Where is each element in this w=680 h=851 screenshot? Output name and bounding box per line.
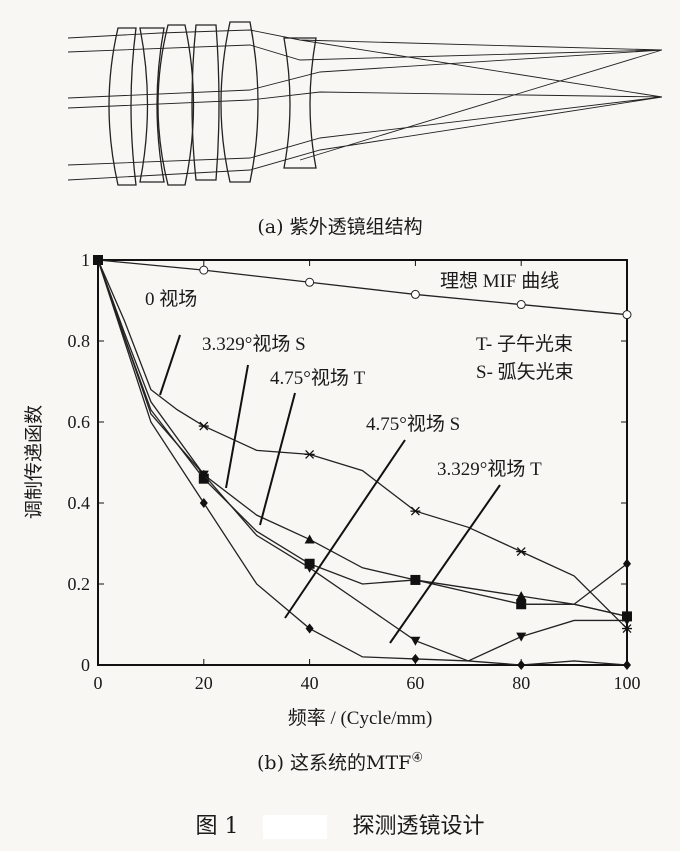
marker-diamond (623, 558, 631, 569)
y-tick-label: 1 (81, 250, 90, 270)
leader-475T (259, 392, 296, 526)
lens-6 (283, 37, 317, 169)
label-475S: 4.75°视场 S (366, 413, 460, 435)
marker-diamond (305, 623, 314, 634)
lens-5 (220, 21, 259, 183)
leader-3329T (389, 484, 501, 644)
marker-triangle (304, 534, 315, 544)
caption-a: (a) 紫外透镜组结构 (257, 216, 423, 238)
caption-b-text: (b) 这系统的MTF (257, 752, 412, 774)
marker-triangle-down (198, 470, 209, 480)
leader-3329S (225, 364, 249, 489)
y-tick-label: 0 (81, 655, 90, 675)
marker-diamond (623, 660, 631, 670)
figure-caption: 图 1 探测透镜设计 (0, 808, 680, 840)
marker-asterisk (516, 547, 527, 557)
y-tick-label: 0.8 (68, 331, 91, 351)
lens-diagram (67, 21, 663, 186)
series-line-6 (521, 563, 628, 605)
marker-triangle (516, 591, 527, 601)
leader-475S (284, 439, 406, 619)
x-tick-label: 20 (195, 673, 213, 693)
marker-circle (410, 289, 420, 299)
marker-diamond (517, 599, 526, 610)
marker-diamond (517, 660, 526, 670)
marker-diamond (94, 255, 102, 265)
marker-circle (622, 310, 632, 320)
annotations (159, 334, 501, 644)
x-axis-label: 频率 / (Cycle/mm) (288, 707, 433, 729)
marker-square (304, 558, 315, 569)
lens-2 (139, 27, 165, 183)
x-tick-label: 80 (512, 673, 530, 693)
caption-b: (b) 这系统的MTF④ (0, 748, 680, 775)
marker-circle (516, 300, 526, 310)
series-line-4 (97, 259, 627, 662)
x-tick-label: 60 (406, 673, 424, 693)
x-tick-label: 100 (614, 673, 641, 693)
label-0: 0 视场 (145, 288, 197, 310)
label-3329T: 3.329°视场 T (437, 458, 542, 480)
x-tick-label: 0 (94, 673, 103, 693)
y-tick-label: 0.2 (68, 574, 91, 594)
series-line-2 (97, 259, 628, 618)
lens-1 (108, 27, 137, 186)
marker-circle (199, 265, 209, 275)
rays (67, 29, 663, 181)
marker-diamond (411, 653, 420, 664)
caption-b-sup: ④ (411, 750, 423, 766)
legend-T: T- 子午光束 (476, 333, 573, 355)
plot-frame (97, 259, 628, 666)
legend-S: S- 弧矢光束 (476, 361, 574, 383)
marker-triangle-down (410, 636, 421, 646)
x-tick-label: 40 (301, 673, 319, 693)
lens-3 (157, 24, 195, 186)
marker-diamond (199, 498, 208, 508)
marker-asterisk (622, 624, 632, 634)
marker-circle (305, 277, 315, 287)
marker-triangle-down (304, 563, 315, 573)
marker-asterisk (410, 506, 421, 516)
marker-asterisk (304, 449, 315, 459)
y-axis-label: 调制传递函数 (23, 405, 45, 519)
marker-square (622, 611, 632, 622)
series-line-5 (97, 259, 628, 666)
leader-0 (159, 334, 181, 396)
y-tick-label: 0.6 (68, 412, 91, 432)
marker-square (410, 574, 421, 585)
series-line-0 (97, 259, 628, 316)
label-ideal: 理想 MIF 曲线 (440, 270, 559, 292)
label-475T: 4.75°视场 T (270, 367, 366, 389)
marker-triangle-down (622, 616, 632, 626)
label-3329S: 3.329°视场 S (202, 333, 306, 355)
y-tick-label: 0.4 (68, 493, 91, 513)
marker-asterisk (198, 421, 209, 431)
lens-4 (191, 24, 220, 181)
redaction-box (263, 815, 328, 839)
figure-title: 探测透镜设计 (352, 814, 485, 839)
figure-number: 图 1 (195, 814, 239, 839)
marker-triangle-down (516, 632, 527, 642)
mtf-chart: 0 20 40 60 80 100 0 0.2 0.4 0.6 0.8 1 理想 MIF 曲线 0 视… (23, 250, 641, 729)
